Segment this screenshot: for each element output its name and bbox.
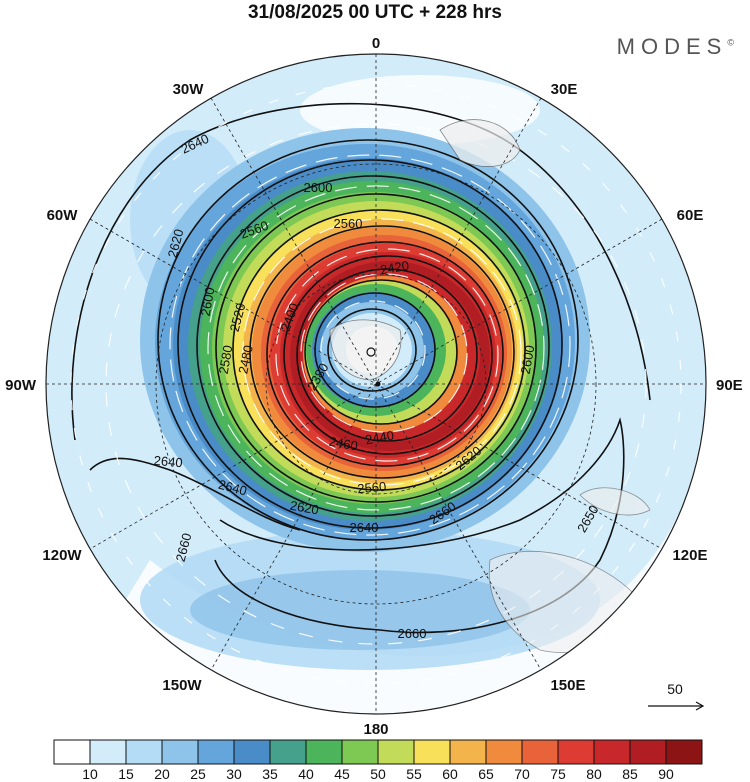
contour-label-text: 2640 [350,520,379,535]
contour-label: 2640 [217,477,249,499]
colorbar-swatch [233,739,271,765]
lon-label-90w: 90W [5,377,37,394]
colorbar-tick-label: 65 [478,766,494,782]
colorbar-swatch [629,739,667,765]
contour-label: 2640 [153,453,183,470]
contour-label-text: 2660 [398,626,427,641]
lon-label-150w: 150W [162,677,202,694]
contour-label-text: 2580 [216,344,236,375]
colorbar-tick-label: 70 [514,766,530,782]
contour-label: 2640 [350,520,379,535]
lon-label-150e: 150E [550,677,585,694]
brand-copyright-mark: © [727,37,734,48]
colorbar-swatch [197,739,235,765]
contour-label-text: 2600 [198,286,218,317]
contour-label-text: 2620 [289,498,320,518]
colorbar-tick-label: 85 [622,766,638,782]
contour-label: 2620 [165,227,187,259]
contour-label: 2660 [398,626,427,641]
contour-label-text: 2600 [518,344,538,375]
contour-label: 2580 [216,344,236,375]
colorbar-tick-label: 50 [370,766,386,782]
colorbar-swatch [593,739,631,765]
contour-label: 2480 [235,344,256,375]
colorbar-swatch [269,739,307,765]
colorbar-swatch [89,739,127,765]
colorbar-tick-label: 15 [118,766,134,782]
colorbar-tick-label: 10 [82,766,98,782]
colorbar-tick-label: 35 [262,766,278,782]
contour-label-text: 2560 [357,479,387,496]
colorbar-tick-label: 60 [442,766,458,782]
reference-vector-arrowhead [695,701,705,711]
contour-label-text: 2640 [153,453,183,470]
colorbar-swatch [413,739,451,765]
colorbar-swatch [557,739,595,765]
colorbar-swatch [521,739,559,765]
contour-label-text: 2440 [364,428,395,448]
contour-label: 2560 [334,216,363,231]
center-dot [375,381,381,387]
lon-label-60e: 60E [677,207,704,224]
contour-label: 2560 [357,479,387,496]
contour-label-text: 2460 [328,434,359,454]
contour-label: 2460 [328,434,359,454]
lon-label-30e: 30E [551,81,578,98]
contour-label: 2600 [304,180,333,195]
map-border [45,53,707,715]
pole-marker [366,347,376,357]
reference-vector-label: 50 [667,681,683,697]
colorbar-swatch [161,739,199,765]
colorbar-tick-label: 20 [154,766,170,782]
colorbar-swatch [377,739,415,765]
lon-label-120e: 120E [672,547,707,564]
contour-label: 2660 [173,531,195,563]
contour-label-text: 2620 [165,227,187,259]
colorbar: 10 15 20 25 30 35 40 45 50 55 60 65 70 75 80 85 90 [53,739,703,782]
colorbar-tick-label: 80 [586,766,602,782]
colorbar-tick-label: 45 [334,766,350,782]
lon-label-60w: 60W [47,207,79,224]
contour-label: 2600 [518,344,538,375]
lon-label-90e: 90E [716,377,743,394]
colorbar-tick-label: 90 [658,766,674,782]
colorbar-tick-label: 40 [298,766,314,782]
colorbar-tick-label: 30 [226,766,242,782]
colorbar-tick-label: 75 [550,766,566,782]
contour-label-text: 2560 [334,216,363,231]
contour-label-text: 2600 [304,180,333,195]
contour-label-text: 2640 [217,477,249,499]
colorbar-swatch [53,739,91,765]
colorbar-tick-label: 55 [406,766,422,782]
colorbar-swatch [125,739,163,765]
colorbar-swatch [665,739,703,765]
contour-label-text: 2480 [235,344,256,375]
contour-label: 2600 [198,286,218,317]
contour-label-text: 2660 [173,531,195,563]
lon-label-30w: 30W [173,81,205,98]
map-title: 31/08/2025 00 UTC + 228 hrs [247,2,503,23]
contour-label: 2420 [379,258,410,278]
contour-label: 2520 [227,301,249,333]
colorbar-tick-label: 25 [190,766,206,782]
colorbar-swatch [341,739,379,765]
contour-label-text: 2420 [379,258,410,278]
brand-logo: MODES© [617,34,734,60]
lon-label-120w: 120W [42,547,82,564]
contour-label-text: 2520 [227,301,249,333]
contour-label: 2440 [364,428,395,448]
brand-name: MODES [616,34,728,59]
colorbar-swatch [485,739,523,765]
contour-label: 2620 [289,498,320,518]
colorbar-swatch [305,739,343,765]
colorbar-swatch [449,739,487,765]
lon-label-0: 0 [372,35,380,52]
lon-label-180: 180 [363,721,388,738]
wind-speed-field [46,54,706,714]
